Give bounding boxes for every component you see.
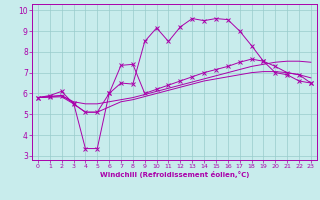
X-axis label: Windchill (Refroidissement éolien,°C): Windchill (Refroidissement éolien,°C): [100, 171, 249, 178]
